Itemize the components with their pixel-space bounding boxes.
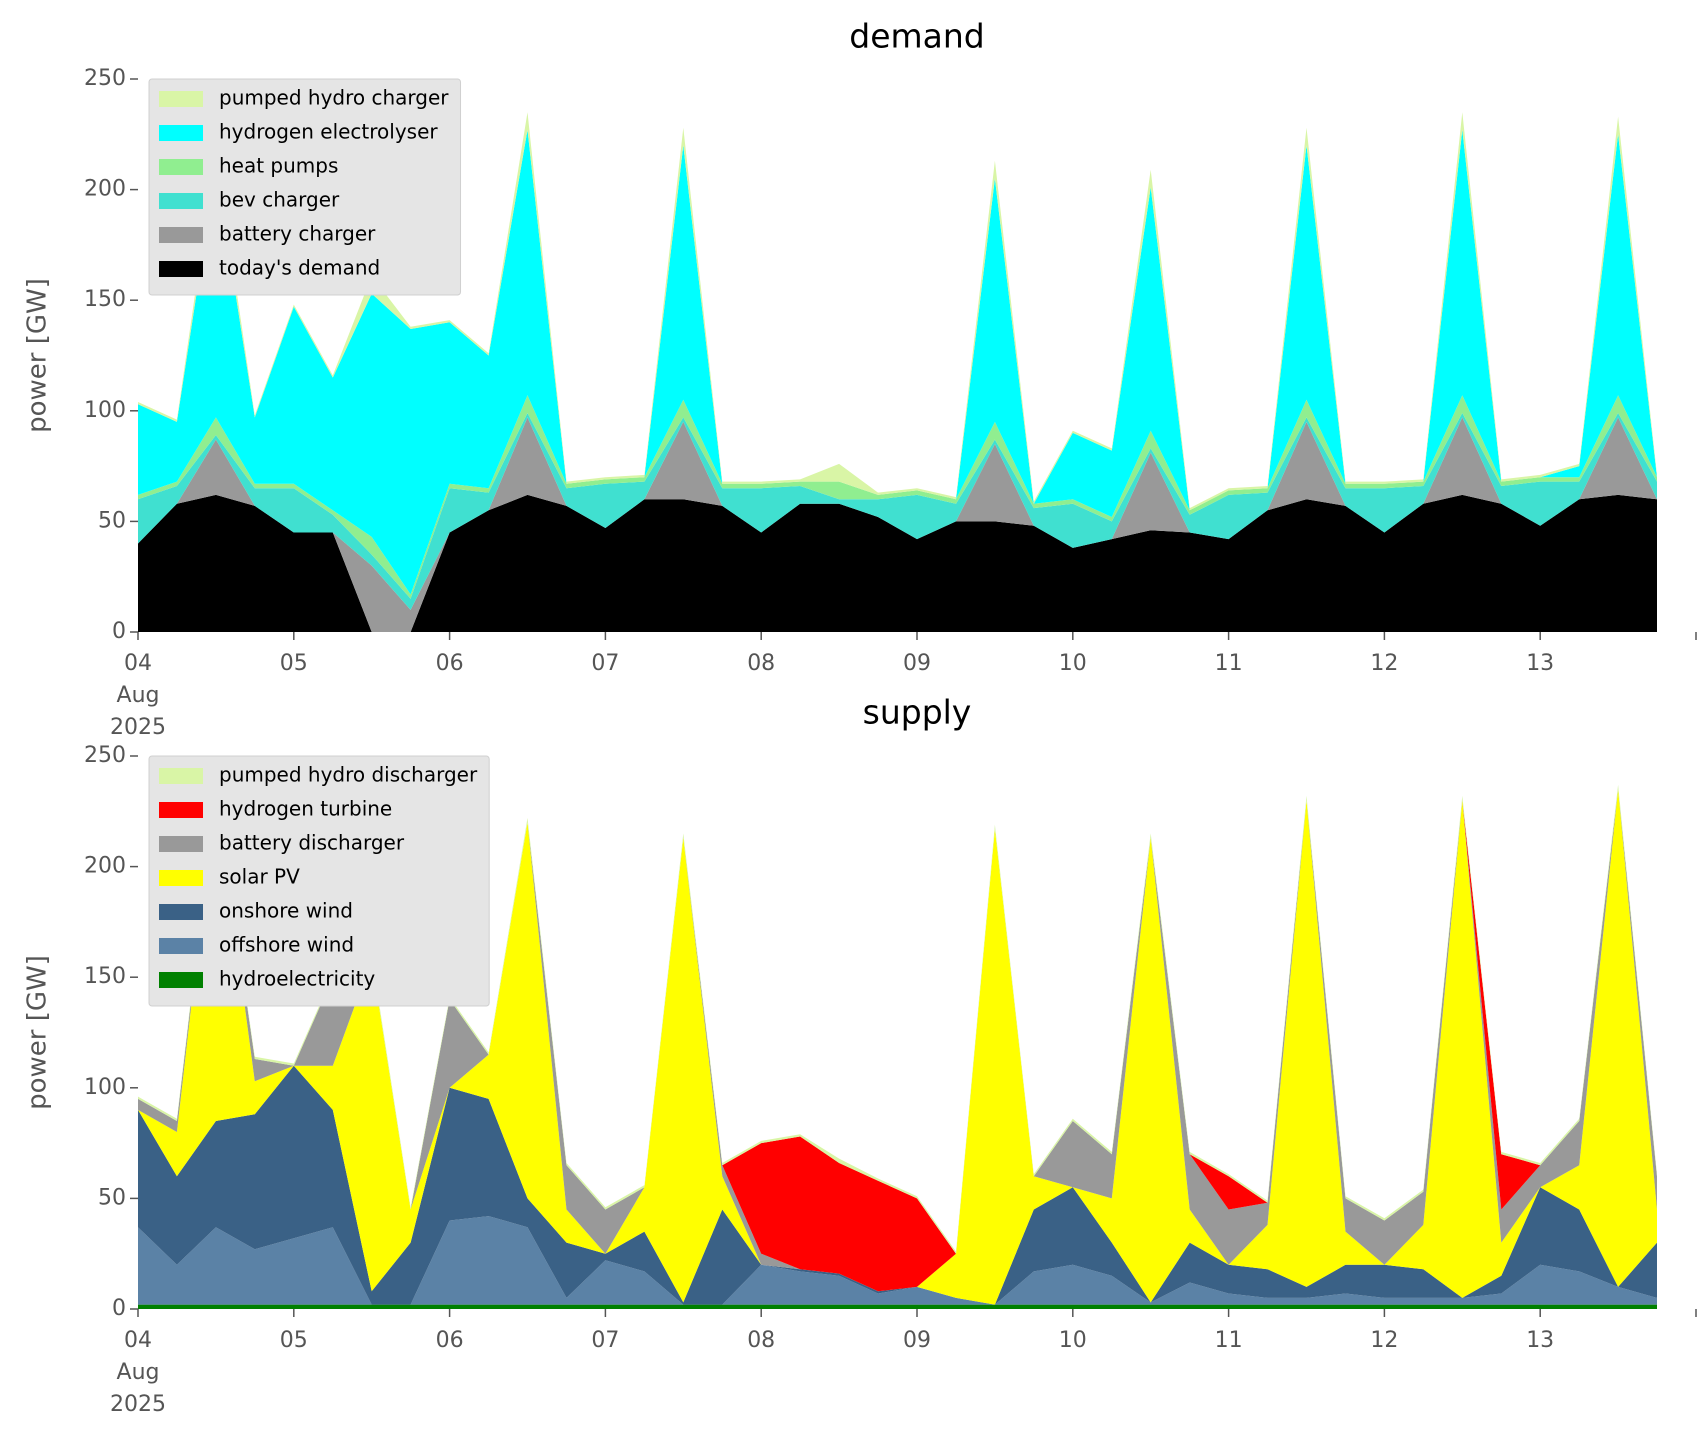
x-tick-label: 11	[1215, 1328, 1243, 1353]
y-tick-label: 150	[84, 964, 126, 989]
legend-label: heat pumps	[219, 154, 338, 178]
legend-label: onshore wind	[219, 899, 353, 923]
x-tick-label: Aug	[117, 683, 160, 708]
x-tick-label: 13	[1526, 1328, 1554, 1353]
y-tick-label: 50	[98, 508, 126, 533]
legend-swatch	[159, 261, 203, 277]
x-tick-label: 11	[1215, 651, 1243, 676]
legend: pumped hydro discharger hydrogen turbine b…	[148, 755, 490, 1007]
x-tick-label: 2025	[110, 715, 166, 740]
legend-swatch	[159, 227, 203, 243]
x-tick-label: 13	[1526, 651, 1554, 676]
y-tick-label: 200	[84, 854, 126, 879]
area	[138, 1304, 1657, 1309]
legend-swatch	[159, 938, 203, 954]
x-tick-label: 08	[747, 651, 775, 676]
y-tick-label: 100	[84, 1075, 126, 1100]
legend: pumped hydro charger hydrogen electrolyse…	[148, 78, 462, 296]
legend-swatch	[159, 972, 203, 988]
legend-swatch	[159, 802, 203, 818]
y-tick-label: 200	[84, 177, 126, 202]
legend-label: bev charger	[219, 188, 340, 212]
y-tick-label: 50	[98, 1185, 126, 1210]
x-tick-label: 2025	[110, 1392, 166, 1417]
legend-swatch	[159, 91, 203, 107]
area	[138, 413, 1657, 610]
area	[138, 494, 1657, 632]
x-tick-label: 09	[903, 651, 931, 676]
x-tick-label: 05	[280, 1328, 308, 1353]
legend-label: offshore wind	[219, 933, 354, 957]
y-tick-label: 250	[84, 66, 126, 91]
legend-swatch	[159, 125, 203, 141]
x-tick-label: 12	[1370, 1328, 1398, 1353]
legend-swatch	[159, 836, 203, 852]
legend-swatch	[159, 768, 203, 784]
legend-label: pumped hydro discharger	[219, 763, 478, 787]
y-axis-label: power [GW]	[23, 278, 53, 433]
area	[138, 1216, 1657, 1305]
area	[138, 1065, 1657, 1305]
x-tick-label: 12	[1370, 651, 1398, 676]
legend-box	[148, 78, 462, 296]
area	[138, 789, 1657, 1292]
y-tick-label: 0	[112, 1296, 126, 1321]
y-tick-label: 0	[112, 619, 126, 644]
legend-swatch	[159, 193, 203, 209]
x-tick-label: 10	[1059, 651, 1087, 676]
y-axis-label: power [GW]	[23, 955, 53, 1110]
x-tick-label: 04	[124, 1328, 152, 1353]
legend-label: battery discharger	[219, 831, 405, 855]
legend-label: hydrogen electrolyser	[219, 120, 438, 144]
chart-title: demand	[849, 17, 984, 56]
x-tick-label: 05	[280, 651, 308, 676]
legend-box	[148, 755, 490, 1007]
x-tick-label: 07	[591, 1328, 619, 1353]
area	[138, 417, 1657, 632]
legend-label: hydroelectricity	[219, 967, 375, 991]
x-tick-label: 06	[436, 1328, 464, 1353]
x-tick-label: Aug	[117, 1360, 160, 1385]
legend-swatch	[159, 159, 203, 175]
area	[138, 789, 1657, 1305]
y-tick-label: 100	[84, 398, 126, 423]
legend-label: pumped hydro charger	[219, 86, 449, 110]
x-tick-label: 10	[1059, 1328, 1087, 1353]
legend-label: solar PV	[219, 865, 300, 889]
y-tick-label: 250	[84, 743, 126, 768]
legend-label: today's demand	[219, 256, 380, 280]
legend-swatch	[159, 904, 203, 920]
legend-label: battery charger	[219, 222, 376, 246]
area	[138, 129, 1657, 595]
legend-label: hydrogen turbine	[219, 797, 392, 821]
y-tick-label: 150	[84, 287, 126, 312]
legend-swatch	[159, 870, 203, 886]
chart-title: supply	[863, 693, 972, 732]
x-tick-label: 06	[436, 651, 464, 676]
area	[138, 395, 1657, 599]
x-tick-label: 04	[124, 651, 152, 676]
x-tick-label: 07	[591, 651, 619, 676]
x-tick-label: 09	[903, 1328, 931, 1353]
x-tick-label: 08	[747, 1328, 775, 1353]
